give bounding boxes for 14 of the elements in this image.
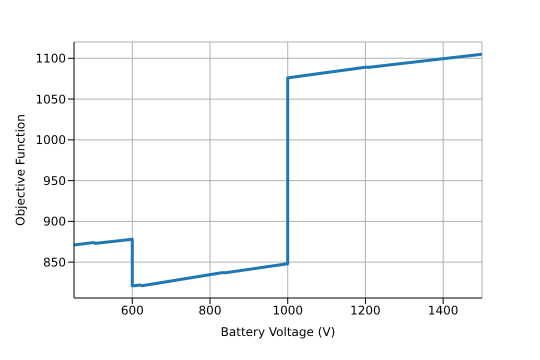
y-tick-label: 950 <box>43 174 66 188</box>
y-tick-label: 1000 <box>35 133 66 148</box>
y-tick-label: 900 <box>43 214 66 229</box>
y-axis-title: Objective Function <box>13 114 28 226</box>
line-series <box>74 52 482 288</box>
y-tick-label: 1100 <box>35 52 66 66</box>
y-tick-label: 1050 <box>35 92 66 106</box>
x-axis-title: Battery Voltage (V) <box>220 325 336 339</box>
x-tick-label: 1400 <box>428 304 458 318</box>
x-tick-label: 1200 <box>350 304 381 318</box>
x-tick-label: 600 <box>120 304 144 318</box>
y-tick-label: 850 <box>43 255 66 270</box>
x-tick-label: 800 <box>198 304 222 318</box>
x-tick-label: 1000 <box>272 304 303 318</box>
